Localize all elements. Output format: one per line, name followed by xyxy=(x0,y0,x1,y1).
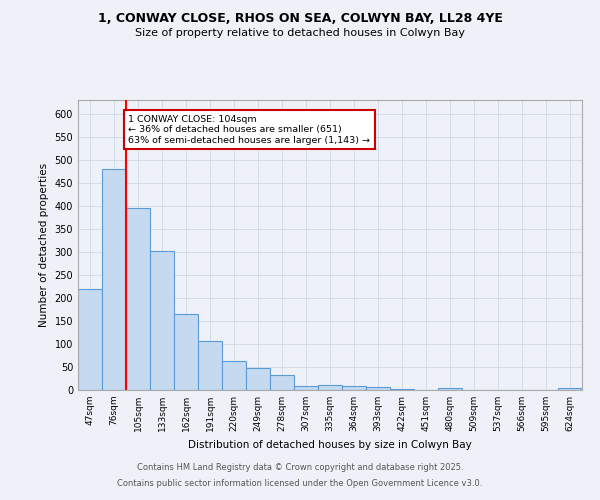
Bar xyxy=(342,386,366,390)
Bar xyxy=(366,387,390,390)
Y-axis label: Number of detached properties: Number of detached properties xyxy=(39,163,49,327)
Bar xyxy=(102,169,126,390)
Bar xyxy=(390,388,414,390)
Bar xyxy=(150,250,174,390)
Bar xyxy=(174,314,198,390)
Text: Size of property relative to detached houses in Colwyn Bay: Size of property relative to detached ho… xyxy=(135,28,465,38)
Bar xyxy=(246,368,270,390)
Bar xyxy=(78,288,102,390)
Bar xyxy=(198,341,222,390)
X-axis label: Distribution of detached houses by size in Colwyn Bay: Distribution of detached houses by size … xyxy=(188,440,472,450)
Text: 1, CONWAY CLOSE, RHOS ON SEA, COLWYN BAY, LL28 4YE: 1, CONWAY CLOSE, RHOS ON SEA, COLWYN BAY… xyxy=(98,12,502,26)
Text: Contains public sector information licensed under the Open Government Licence v3: Contains public sector information licen… xyxy=(118,478,482,488)
Bar xyxy=(438,388,462,390)
Text: 1 CONWAY CLOSE: 104sqm
← 36% of detached houses are smaller (651)
63% of semi-de: 1 CONWAY CLOSE: 104sqm ← 36% of detached… xyxy=(128,114,370,144)
Bar xyxy=(126,208,150,390)
Bar xyxy=(294,386,318,390)
Text: Contains HM Land Registry data © Crown copyright and database right 2025.: Contains HM Land Registry data © Crown c… xyxy=(137,464,463,472)
Bar xyxy=(318,386,342,390)
Bar xyxy=(222,360,246,390)
Bar xyxy=(558,388,582,390)
Bar xyxy=(270,376,294,390)
